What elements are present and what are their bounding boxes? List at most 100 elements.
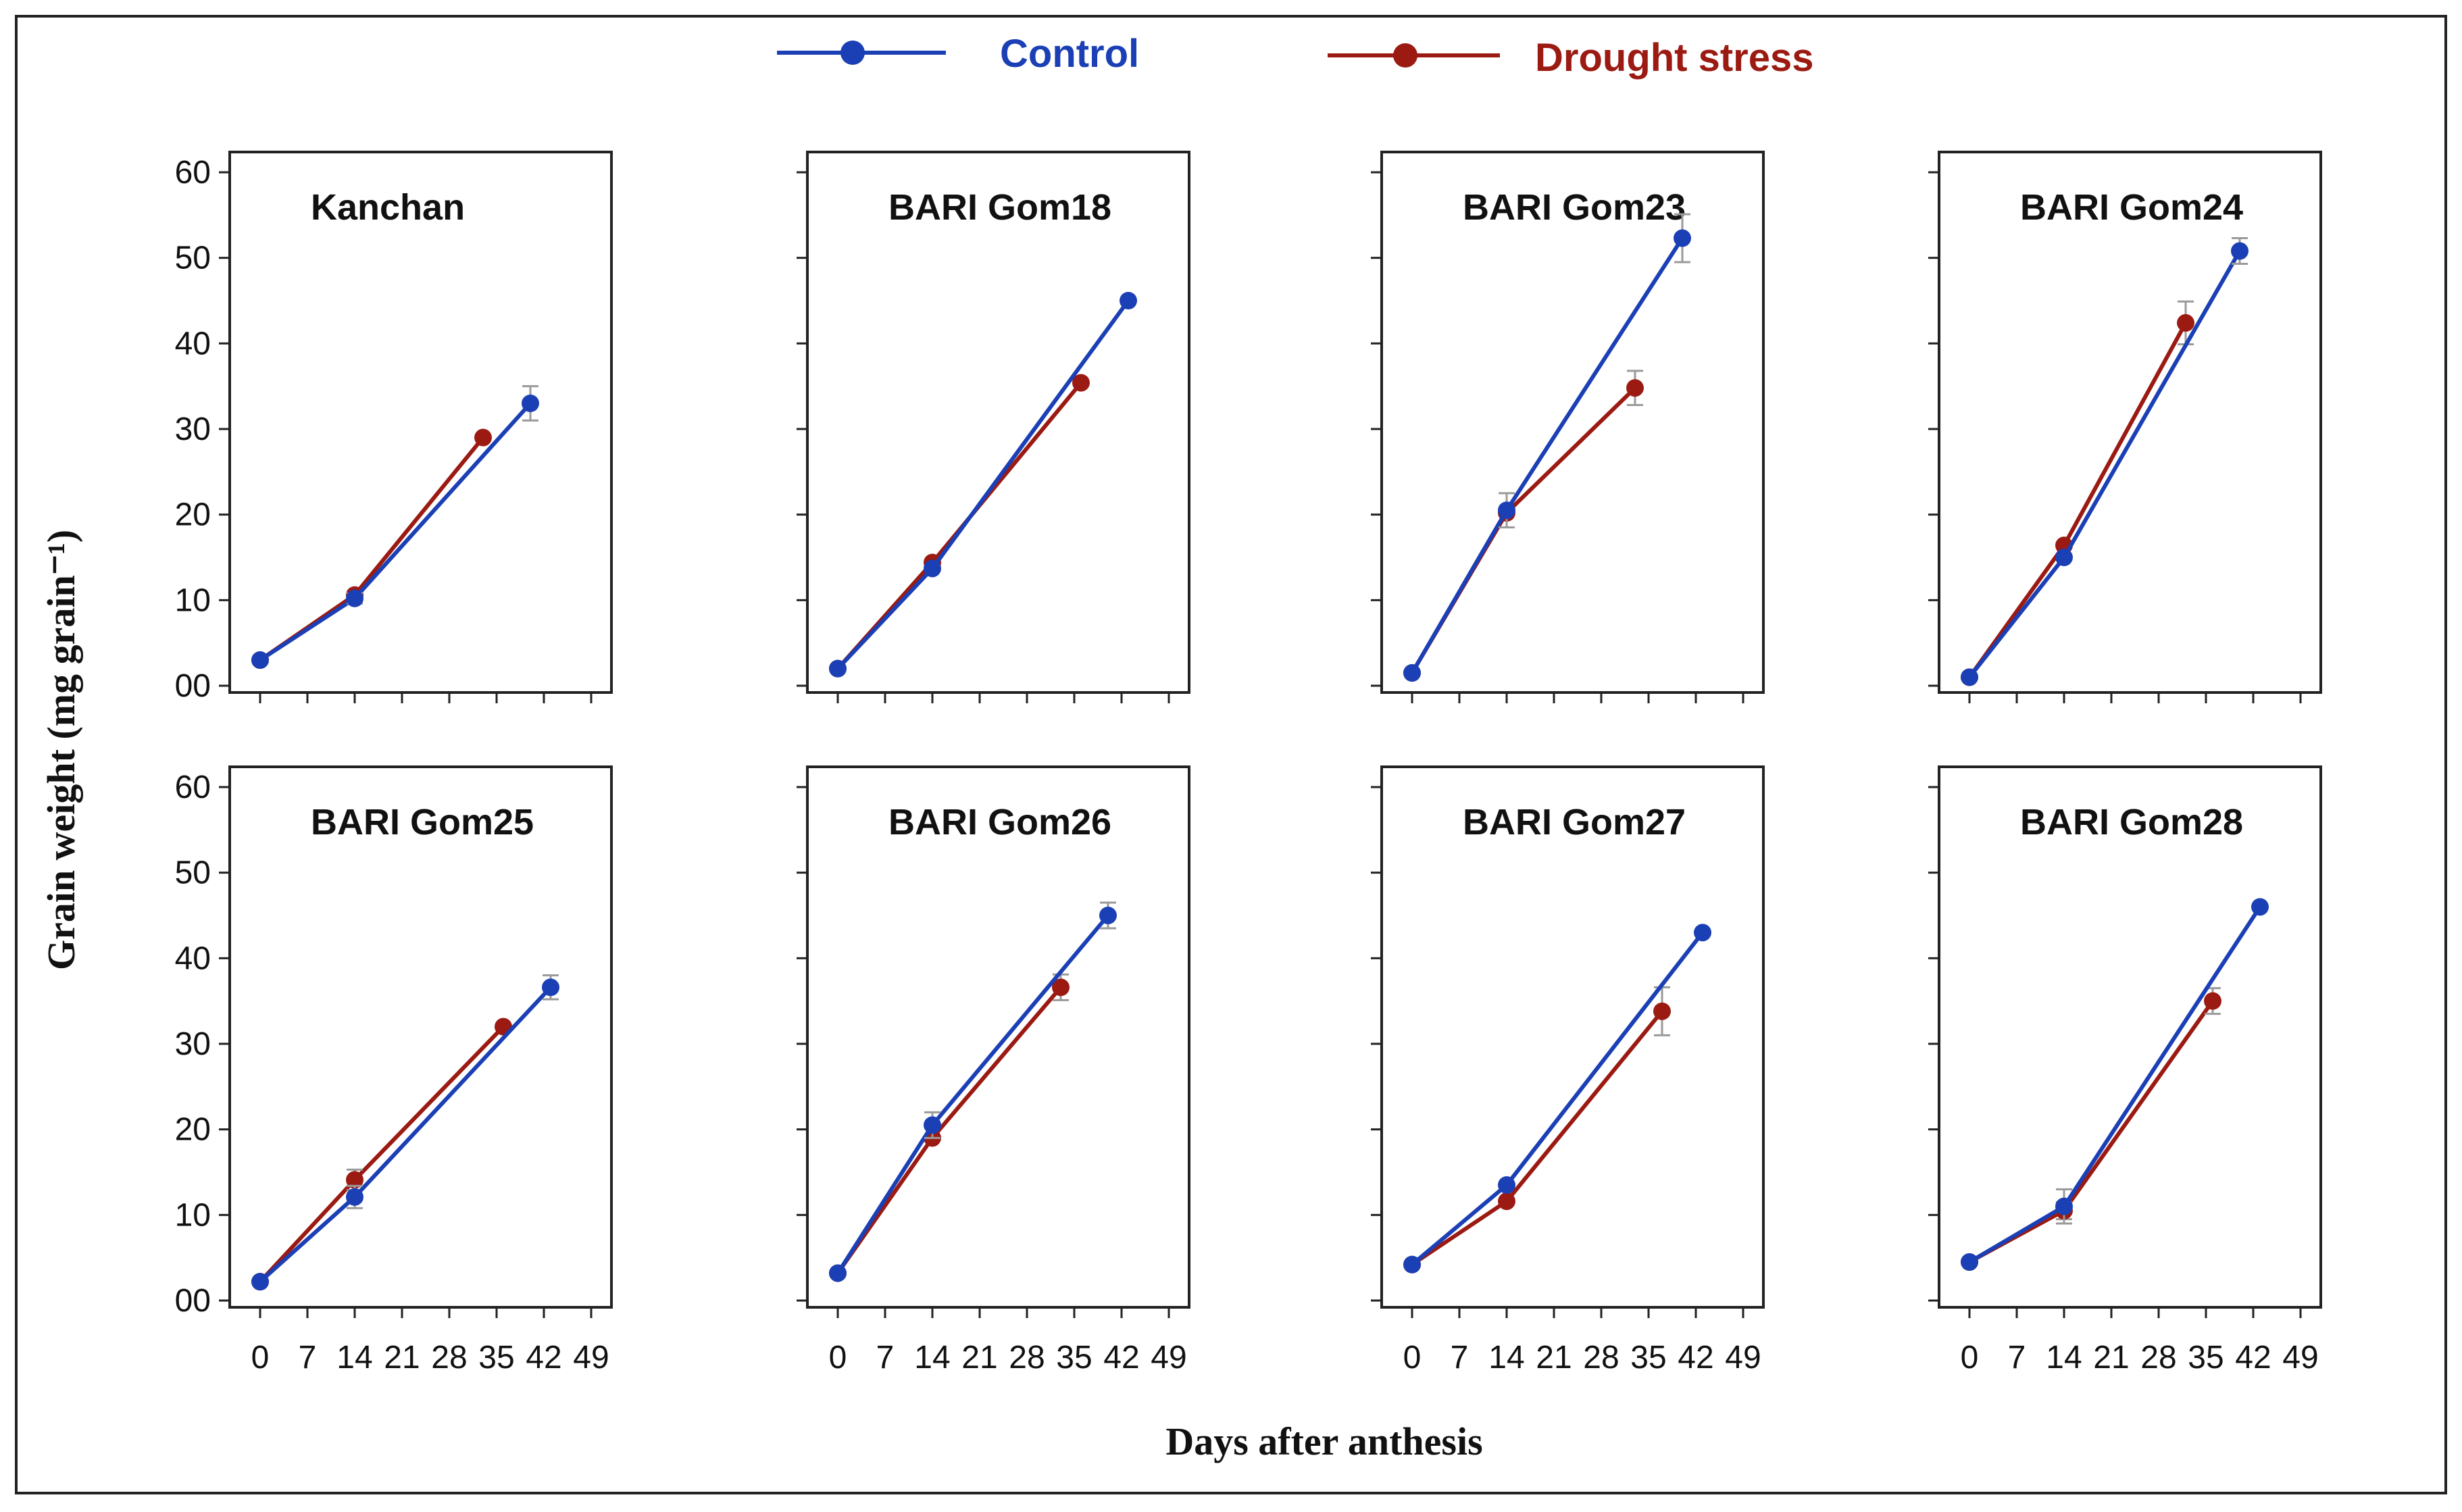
y-axis-title: Grain weight (mg grain⁻¹) — [39, 529, 83, 971]
x-tick-label: 35 — [478, 1340, 514, 1376]
x-tick-label: 14 — [2046, 1340, 2082, 1376]
drought-data-point — [1653, 1002, 1671, 1020]
control-data-point — [829, 659, 847, 678]
x-tick-label: 49 — [2282, 1340, 2318, 1376]
control-data-point — [346, 589, 363, 607]
x-tick-label: 21 — [2093, 1340, 2129, 1376]
y-tick-label: 10 — [175, 582, 211, 618]
panel-title-6: BARI Gom26 — [888, 802, 1111, 842]
x-tick-label: 0 — [1961, 1340, 1979, 1376]
y-tick-label: 30 — [175, 411, 211, 447]
legend — [777, 41, 1500, 68]
x-tick-label: 28 — [431, 1340, 467, 1376]
x-tick-label: 49 — [1151, 1340, 1186, 1376]
x-tick-label: 14 — [914, 1340, 950, 1376]
y-tick-label: 10 — [175, 1197, 211, 1233]
control-data-point — [1403, 664, 1421, 682]
control-data-point — [829, 1264, 847, 1282]
y-tick-label: 60 — [175, 770, 211, 805]
y-tick-label: 30 — [175, 1026, 211, 1062]
drought-data-point — [474, 428, 492, 447]
drought-data-point — [1498, 1192, 1515, 1211]
x-tick-label: 7 — [1451, 1340, 1469, 1376]
drought-series-line — [1410, 386, 1637, 674]
legend-control-marker — [840, 41, 865, 65]
x-tick-label: 7 — [2008, 1340, 2026, 1376]
control-data-point — [542, 978, 559, 997]
drought-series-line — [1967, 322, 2188, 679]
y-tick-label: 20 — [175, 497, 211, 533]
x-tick-label: 14 — [336, 1340, 372, 1376]
control-data-point — [2055, 549, 2073, 566]
control-data-point — [924, 559, 941, 578]
x-tick-label: 35 — [1630, 1340, 1666, 1376]
drought-series-line — [1411, 1009, 1664, 1267]
control-data-point — [1694, 924, 1711, 942]
drought-series-line — [258, 1025, 505, 1284]
y-tick-label: 00 — [175, 1283, 211, 1319]
figure-frame — [15, 15, 2447, 1494]
control-data-point — [1961, 1253, 1978, 1271]
control-series-line — [836, 914, 1110, 1275]
x-tick-label: 21 — [1536, 1340, 1572, 1376]
control-data-point — [1120, 292, 1137, 309]
drought-data-point — [346, 1171, 363, 1189]
control-data-point — [251, 1273, 269, 1291]
y-tick-label: 00 — [175, 668, 211, 704]
panel-frame-5 — [228, 765, 613, 1309]
x-tick-label: 42 — [1678, 1340, 1713, 1376]
control-series-line — [1411, 931, 1705, 1267]
panel-frame-7 — [1380, 765, 1765, 1309]
control-data-point — [2055, 1197, 2073, 1215]
x-tick-label: 35 — [1056, 1340, 1092, 1376]
panel-frame-3 — [1380, 151, 1765, 694]
panel-title-4: BARI Gom24 — [2020, 187, 2243, 228]
x-axis-title: Days after anthesis — [1165, 1419, 1483, 1463]
x-tick-label: 0 — [829, 1340, 847, 1376]
panel-frame-6 — [806, 765, 1190, 1309]
control-data-point — [1403, 1255, 1421, 1274]
panel-title-8: BARI Gom28 — [2020, 802, 2243, 842]
x-tick-label: 28 — [1009, 1340, 1045, 1376]
drought-data-point — [1072, 374, 1090, 392]
drought-series-line — [1968, 999, 2215, 1264]
panel-frame-8 — [1938, 765, 2322, 1309]
x-tick-label: 21 — [961, 1340, 997, 1376]
control-data-point — [2251, 898, 2269, 916]
y-tick-label: 40 — [175, 940, 211, 976]
x-tick-label: 42 — [526, 1340, 561, 1376]
control-data-point — [1674, 229, 1691, 247]
x-tick-label: 49 — [573, 1340, 609, 1376]
control-data-point — [522, 395, 539, 412]
x-tick-label: 28 — [2140, 1340, 2176, 1376]
control-data-point — [2231, 242, 2249, 260]
y-tick-label: 40 — [175, 326, 211, 361]
control-series-line — [1968, 905, 2262, 1264]
panel-title-2: BARI Gom18 — [888, 187, 1111, 228]
x-tick-label: 35 — [2188, 1340, 2224, 1376]
panel-title-7: BARI Gom27 — [1463, 802, 1686, 842]
x-tick-label: 42 — [2235, 1340, 2271, 1376]
panel-title-5: BARI Gom25 — [311, 802, 534, 842]
drought-data-point — [1052, 978, 1070, 997]
x-tick-label: 0 — [1403, 1340, 1422, 1376]
drought-series-line — [836, 381, 1083, 670]
legend-drought-marker — [1393, 43, 1417, 68]
panel-frame-2 — [806, 151, 1190, 694]
control-data-point — [1498, 1176, 1515, 1194]
control-data-point — [251, 651, 269, 669]
control-data-point — [924, 1116, 941, 1134]
control-data-point — [346, 1188, 363, 1206]
x-tick-label: 42 — [1103, 1340, 1139, 1376]
control-data-point — [1099, 907, 1117, 924]
control-data-point — [1961, 668, 1978, 686]
x-tick-label: 49 — [1725, 1340, 1761, 1376]
x-tick-label: 14 — [1488, 1340, 1524, 1376]
y-tick-label: 60 — [175, 155, 211, 191]
drought-data-point — [2204, 992, 2221, 1010]
drought-series-line — [259, 436, 485, 662]
drought-data-point — [2177, 313, 2194, 332]
x-tick-label: 28 — [1583, 1340, 1619, 1376]
y-tick-label: 20 — [175, 1112, 211, 1148]
